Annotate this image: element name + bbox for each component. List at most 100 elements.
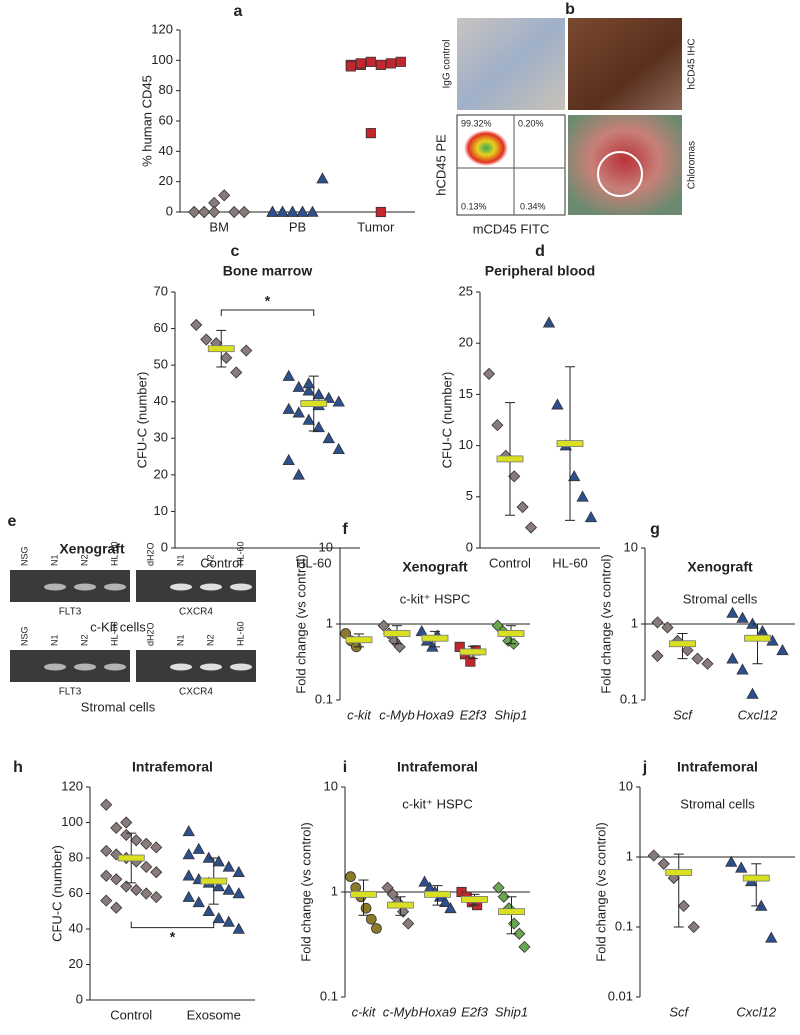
point [228,205,241,219]
y-tick-label: 10 [324,778,338,793]
point [415,625,428,637]
y-axis-label: CFU-C (number) [49,845,64,942]
point [182,890,195,902]
chart-title: Xenograft [687,559,753,575]
x-tick-label: PB [289,219,306,234]
chloroma-image [568,115,682,215]
point [100,869,113,882]
y-axis-label: CFU-C (number) [134,372,149,469]
x-tick-label: E2f3 [460,707,488,722]
y-tick-label: 1 [326,615,333,630]
point [508,917,521,930]
point [371,923,382,934]
x-tick-label: Ship1 [494,707,527,722]
point [736,611,749,623]
y-tick-label: 0.1 [615,918,633,933]
point [322,391,335,403]
point [508,470,521,483]
igg-image [457,18,565,110]
point [736,663,749,675]
y-tick-label: 20 [459,335,473,350]
point [497,890,510,903]
point [381,881,394,894]
point [776,644,789,656]
panel-letter: a [234,3,243,20]
y-tick-label: 0 [161,539,168,554]
point [355,58,366,69]
mean-bar [496,455,524,463]
point [100,844,113,857]
gel-band [200,663,222,671]
quadrant-label: 99.32% [461,118,492,128]
point [365,128,376,139]
point [651,649,664,663]
point [222,860,235,872]
mean-bar [461,896,488,903]
chart-title: Intrafemoral [677,759,758,775]
point [492,881,505,894]
y-tick-label: 0 [166,203,173,218]
point [402,917,415,930]
y-tick-label: 0 [466,539,473,554]
y-tick-label: 120 [151,21,173,36]
point [150,866,163,879]
flow-y-label: hCD45 PE [433,134,448,196]
significance-label: * [170,928,176,944]
y-tick-label: 10 [154,503,168,518]
point [182,848,195,860]
point [212,880,225,892]
chloroma-circle [597,151,643,197]
point [100,894,113,907]
lane-label: dH2O [145,542,155,566]
point [230,366,243,379]
x-tick-label: HL-60 [552,555,587,570]
y-tick-label: 60 [159,112,173,127]
point [518,940,531,953]
point [110,901,123,914]
point [516,500,529,514]
gene-label: FLT3 [59,607,82,618]
point [110,821,123,834]
point [212,912,225,924]
mean-bar [665,869,693,876]
y-axis-label: Fold change (vs control) [593,822,608,961]
mean-bar [556,440,584,447]
x-tick-label: E2f3 [461,1004,489,1019]
point [232,865,245,877]
quadrant-label: 0.34% [520,201,546,211]
point [677,899,690,912]
y-tick-label: 0.01 [608,988,633,1003]
significance-bracket [130,921,215,929]
panel-letter: f [342,521,348,538]
point [150,841,163,854]
point [502,634,515,647]
lane-label: N1 [175,634,185,646]
image-label: IgG control [442,40,453,89]
y-axis-label: Fold change (vs control) [598,554,613,693]
point [681,644,694,657]
point [551,398,564,410]
point [365,913,377,925]
panel-letter: b [565,1,575,18]
point [725,855,738,867]
point [735,861,748,873]
gel-band [230,663,252,671]
image-label: Chloromas [687,141,698,189]
y-tick-label: 50 [154,357,168,372]
mean-bar [498,908,525,916]
point [182,825,195,837]
x-tick-label: Cxcl12 [738,707,779,722]
point [222,915,235,927]
point [120,880,133,893]
y-tick-label: 1 [631,615,638,630]
point [302,377,315,389]
point [375,206,386,218]
mean-bar [383,630,411,637]
x-tick-label: c-kit [347,707,372,722]
point [130,834,143,847]
x-tick-label: Exosome [187,1007,241,1022]
quadrant-label: 0.20% [518,118,544,128]
chart-title: Intrafemoral [132,759,213,775]
x-tick-label: HL-60 [296,555,331,570]
y-tick-label: 1 [626,848,633,863]
